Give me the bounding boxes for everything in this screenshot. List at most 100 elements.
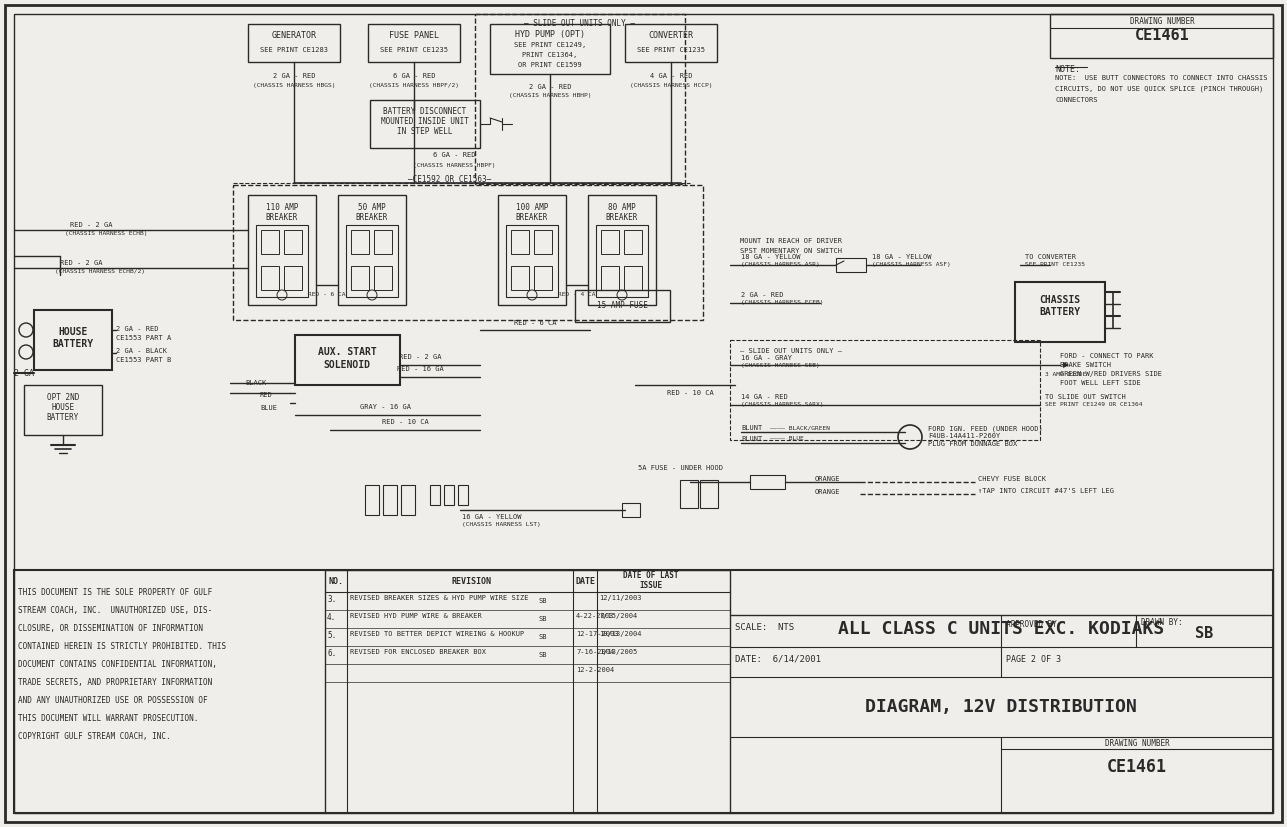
Text: (CHASSIS HARNESS SARX): (CHASSIS HARNESS SARX) — [741, 402, 824, 407]
Bar — [402, 485, 414, 515]
Text: BATTERY: BATTERY — [46, 413, 80, 422]
Text: CHASSIS: CHASSIS — [1040, 295, 1081, 305]
Text: STREAM COACH, INC.  UNAUTHORIZED USE, DIS-: STREAM COACH, INC. UNAUTHORIZED USE, DIS… — [18, 606, 212, 615]
Text: SEE PRINT CE1235: SEE PRINT CE1235 — [637, 47, 705, 53]
Text: TRADE SECRETS, AND PROPRIETARY INFORMATION: TRADE SECRETS, AND PROPRIETARY INFORMATI… — [18, 678, 212, 687]
Text: BRAKE SWITCH: BRAKE SWITCH — [1060, 362, 1111, 368]
Bar — [498, 195, 566, 305]
Text: REVISED HYD PUMP WIRE & BREAKER: REVISED HYD PUMP WIRE & BREAKER — [350, 613, 481, 619]
Text: (CHASSIS HARNESS ECHB): (CHASSIS HARNESS ECHB) — [66, 231, 148, 236]
Text: OPT 2ND: OPT 2ND — [46, 393, 80, 401]
Bar — [351, 230, 369, 254]
Text: RED - 10 CA: RED - 10 CA — [382, 419, 429, 425]
Bar — [33, 310, 112, 370]
Text: BREAKER: BREAKER — [266, 213, 299, 222]
Text: 6 GA - RED: 6 GA - RED — [393, 73, 435, 79]
Text: 4.: 4. — [327, 613, 336, 622]
Bar — [625, 24, 717, 62]
Bar — [248, 195, 317, 305]
Text: DATE: DATE — [575, 576, 595, 586]
Text: SCALE:  NTS: SCALE: NTS — [735, 623, 794, 632]
Bar — [375, 230, 393, 254]
Bar — [368, 24, 459, 62]
Text: 16 GA - GRAY: 16 GA - GRAY — [741, 355, 792, 361]
Bar — [1015, 282, 1106, 342]
Text: SEE PRINT CE1249,: SEE PRINT CE1249, — [514, 42, 586, 48]
Bar — [588, 195, 656, 305]
Bar — [601, 230, 619, 254]
Text: BREAKER: BREAKER — [355, 213, 389, 222]
Bar — [511, 266, 529, 290]
Text: ALL CLASS C UNITS EXC. KODIAKS: ALL CLASS C UNITS EXC. KODIAKS — [838, 620, 1165, 638]
Bar — [295, 335, 400, 385]
Text: SPST MOMENTARY ON SWITCH: SPST MOMENTARY ON SWITCH — [740, 248, 842, 254]
Text: RED - 10 CA: RED - 10 CA — [667, 390, 713, 396]
Text: BLUNT: BLUNT — [741, 436, 762, 442]
Text: SB: SB — [539, 652, 547, 658]
Text: 15 AMP FUSE: 15 AMP FUSE — [597, 302, 647, 310]
Text: SEE PRINT CE1235: SEE PRINT CE1235 — [1024, 262, 1085, 267]
Bar — [384, 485, 396, 515]
Text: 2 GA - RED: 2 GA - RED — [741, 292, 784, 298]
Text: BREAKER: BREAKER — [516, 213, 548, 222]
Text: SB: SB — [1194, 625, 1214, 640]
Text: 7/15/2004: 7/15/2004 — [598, 613, 637, 619]
Text: (CHASSIS HARNESS HBPF/2): (CHASSIS HARNESS HBPF/2) — [369, 83, 459, 88]
Text: PRINT CE1364,: PRINT CE1364, — [523, 52, 578, 58]
Text: F4UB-14A411-P260Y: F4UB-14A411-P260Y — [928, 433, 1000, 439]
Text: 18 GA - YELLOW: 18 GA - YELLOW — [873, 254, 932, 260]
Text: GREEN W/RED DRIVERS SIDE: GREEN W/RED DRIVERS SIDE — [1060, 371, 1162, 377]
Text: ORANGE: ORANGE — [815, 476, 840, 482]
Text: TO SLIDE OUT SWITCH: TO SLIDE OUT SWITCH — [1045, 394, 1126, 400]
Bar — [534, 230, 552, 254]
Text: (CHASSIS HARNESS ASR): (CHASSIS HARNESS ASR) — [741, 262, 820, 267]
Text: 18 GA - YELLOW: 18 GA - YELLOW — [741, 254, 801, 260]
Bar — [1050, 14, 1273, 58]
Text: 12-17-2003: 12-17-2003 — [577, 631, 619, 637]
Text: CONNECTORS: CONNECTORS — [1055, 97, 1098, 103]
Bar — [596, 225, 647, 297]
Text: HYD PUMP (OPT): HYD PUMP (OPT) — [515, 30, 586, 39]
Text: 5.: 5. — [327, 631, 336, 640]
Text: DATE:  6/14/2001: DATE: 6/14/2001 — [735, 655, 821, 664]
Text: HOUSE: HOUSE — [51, 403, 75, 412]
Text: FORD - CONNECT TO PARK: FORD - CONNECT TO PARK — [1060, 353, 1153, 359]
Text: 2 GA - RED: 2 GA - RED — [116, 326, 158, 332]
Text: BATTERY: BATTERY — [1040, 307, 1081, 317]
Bar — [490, 24, 610, 74]
Text: NOTE:  USE BUTT CONNECTORS TO CONNECT INTO CHASSIS: NOTE: USE BUTT CONNECTORS TO CONNECT INT… — [1055, 75, 1268, 81]
Text: BLUNT: BLUNT — [741, 425, 762, 431]
Text: TO CONVERTER: TO CONVERTER — [1024, 254, 1076, 260]
Text: ISSUE: ISSUE — [640, 581, 663, 590]
Text: (CHASSIS HARNESS HBPF): (CHASSIS HARNESS HBPF) — [413, 162, 495, 168]
Text: CE1461: CE1461 — [1135, 28, 1189, 44]
Text: SB: SB — [539, 598, 547, 604]
Bar — [624, 230, 642, 254]
Text: REVISION: REVISION — [452, 576, 492, 586]
Text: SB: SB — [539, 616, 547, 622]
Text: 3.: 3. — [327, 595, 336, 604]
Text: THIS DOCUMENT IS THE SOLE PROPERTY OF GULF: THIS DOCUMENT IS THE SOLE PROPERTY OF GU… — [18, 588, 212, 597]
Text: OR PRINT CE1599: OR PRINT CE1599 — [519, 62, 582, 68]
Text: CHEVY FUSE BLOCK: CHEVY FUSE BLOCK — [978, 476, 1046, 482]
Text: BLUE: BLUE — [260, 405, 277, 411]
Text: (CHASSIS HARNESS ECHB/2): (CHASSIS HARNESS ECHB/2) — [55, 269, 145, 274]
Text: SB: SB — [539, 634, 547, 640]
Text: FORD IGN. FEED (UNDER HOOD): FORD IGN. FEED (UNDER HOOD) — [928, 425, 1042, 432]
Bar — [351, 266, 369, 290]
Text: 5A FUSE - UNDER HOOD: 5A FUSE - UNDER HOOD — [637, 465, 722, 471]
Text: SEE PRINT CE1249 OR CE1364: SEE PRINT CE1249 OR CE1364 — [1045, 402, 1143, 407]
Text: (CHASSIS HARNESS HCCP): (CHASSIS HARNESS HCCP) — [629, 83, 712, 88]
Text: IN STEP WELL: IN STEP WELL — [398, 127, 453, 136]
Text: ↑TAP INTO CIRCUIT #47'S LEFT LEG: ↑TAP INTO CIRCUIT #47'S LEFT LEG — [978, 488, 1115, 494]
Text: 7-16-2004: 7-16-2004 — [577, 649, 614, 655]
Bar — [458, 485, 468, 505]
Text: MOUNT IN REACH OF DRIVER: MOUNT IN REACH OF DRIVER — [740, 238, 842, 244]
Text: CE1461: CE1461 — [1107, 758, 1167, 776]
Text: (CHASSIS HARNESS HBGS): (CHASSIS HARNESS HBGS) — [252, 83, 335, 88]
Text: FUSE PANEL: FUSE PANEL — [389, 31, 439, 41]
Bar — [233, 185, 703, 320]
Bar — [14, 570, 1273, 813]
Bar — [369, 100, 480, 148]
Text: FOOT WELL LEFT SIDE: FOOT WELL LEFT SIDE — [1060, 380, 1140, 386]
